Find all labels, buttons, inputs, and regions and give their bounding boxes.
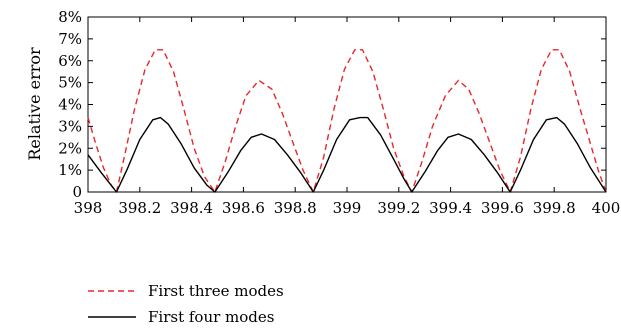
plot-frame: [87, 16, 607, 193]
x-tick-label: 398.4: [170, 199, 213, 217]
y-tick-label: 3%: [58, 117, 82, 135]
x-tick-label: 398.6: [222, 199, 265, 217]
y-axis-title: Relative error: [25, 47, 44, 161]
y-tick-label: 5%: [58, 74, 82, 92]
y-tick-label: 7%: [58, 30, 82, 48]
x-tick-label: 398: [74, 199, 103, 217]
series-line-first-three-modes: [87, 49, 607, 193]
series-layer: [87, 49, 607, 193]
y-tick-label: 1%: [58, 161, 82, 179]
series-line-first-four-modes: [87, 116, 607, 193]
x-tick-label: 399.2: [377, 199, 420, 217]
plot-border: [87, 16, 607, 193]
legend-label: First four modes: [148, 308, 274, 326]
x-tick-label: 399.4: [429, 199, 472, 217]
x-tick-label: 400: [592, 199, 621, 217]
legend-label: First three modes: [148, 282, 284, 300]
x-tick-label: 398.8: [274, 199, 317, 217]
x-tick-label: 399.8: [533, 199, 576, 217]
y-tick-label: 4%: [58, 96, 82, 114]
x-tick-label: 398.2: [118, 199, 161, 217]
y-tick-label: 0: [72, 183, 82, 201]
x-tick-label: 399.6: [481, 199, 524, 217]
y-tick-label: 6%: [58, 52, 82, 70]
y-tick-label: 2%: [58, 139, 82, 157]
x-axis-ticks: 398 398.2 398.4 398.6 398.8 399 399.2 399.4 399.…: [74, 17, 621, 217]
legend: First three modes First four modes: [88, 282, 284, 326]
y-axis-ticks: 0 1% 2% 3% 4% 5% 6% 7% 8%: [58, 8, 606, 201]
x-tick-label: 399: [333, 199, 362, 217]
y-tick-label: 8%: [58, 8, 82, 26]
